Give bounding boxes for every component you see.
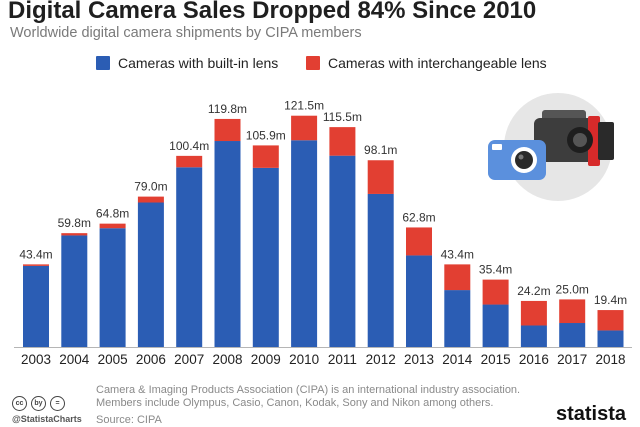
x-tick-label: 2006 (136, 352, 166, 367)
bar-built-in-lens (444, 290, 471, 347)
legend-label-interchangeable: Cameras with interchangeable lens (328, 55, 547, 71)
bar-interchangeable-lens (329, 127, 356, 156)
x-tick-label: 2017 (557, 352, 587, 367)
x-tick-label: 2018 (595, 352, 625, 367)
bar-built-in-lens (520, 325, 547, 347)
bar-interchangeable-lens (137, 196, 164, 203)
bar-interchangeable-lens (176, 155, 203, 168)
bar-built-in-lens (559, 323, 586, 347)
data-label-total: 25.0m (556, 282, 589, 296)
bar-interchangeable-lens (597, 310, 624, 331)
bar-interchangeable-lens (252, 145, 279, 168)
legend-swatch-built-in (96, 56, 110, 70)
data-label-total: 105.9m (246, 128, 286, 142)
data-label-total: 24.2m (517, 284, 550, 298)
bar-built-in-lens (176, 167, 203, 347)
x-tick-label: 2010 (289, 352, 319, 367)
data-label-total: 19.4m (594, 293, 627, 307)
bar-built-in-lens (61, 235, 88, 347)
x-tick-label: 2005 (98, 352, 128, 367)
x-tick-label: 2014 (442, 352, 473, 367)
data-label-total: 35.4m (479, 263, 512, 277)
x-tick-label: 2009 (251, 352, 281, 367)
bar-built-in-lens (406, 255, 432, 347)
attribution-icon: by (31, 396, 46, 411)
data-label-total: 43.4m (19, 247, 52, 261)
bar-built-in-lens (291, 140, 318, 347)
legend: Cameras with built-in lens Cameras with … (0, 55, 640, 75)
cc-icon: cc (12, 396, 27, 411)
x-tick-label: 2003 (21, 352, 51, 367)
bar-interchangeable-lens (520, 300, 547, 326)
data-label-total: 98.1m (364, 143, 397, 157)
x-tick-label: 2013 (404, 352, 434, 367)
bar-interchangeable-lens (367, 160, 394, 194)
bar-built-in-lens (214, 141, 241, 347)
source-label: Source: CIPA (96, 414, 162, 426)
bar-interchangeable-lens (444, 264, 471, 291)
footer-note: Camera & Imaging Products Association (C… (96, 384, 521, 409)
legend-item-built-in: Cameras with built-in lens (96, 55, 278, 71)
bar-interchangeable-lens (406, 227, 432, 256)
license-icons: cc by = (12, 396, 65, 411)
camera-illustration (488, 93, 614, 201)
legend-item-interchangeable: Cameras with interchangeable lens (306, 55, 547, 71)
dslr-camera-icon (534, 110, 614, 166)
data-label-total: 119.8m (208, 102, 247, 116)
x-tick-label: 2004 (59, 352, 90, 367)
data-label-total: 115.5m (323, 110, 362, 124)
data-label-total: 100.4m (169, 139, 209, 153)
brand-logo: statista (555, 403, 626, 425)
x-tick-label: 2015 (481, 352, 511, 367)
x-tick-label: 2011 (328, 352, 357, 367)
bar-built-in-lens (23, 265, 49, 347)
social-handle: @StatistaCharts (12, 414, 82, 424)
data-label-total: 43.4m (441, 247, 474, 261)
data-label-total: 64.8m (96, 207, 129, 221)
bar-interchangeable-lens (61, 233, 88, 236)
data-label-total: 62.8m (402, 210, 435, 224)
bar-built-in-lens (597, 330, 624, 347)
x-tick-label: 2012 (366, 352, 396, 367)
data-label-total: 79.0m (134, 180, 167, 194)
x-tick-label: 2008 (212, 352, 242, 367)
bar-built-in-lens (252, 167, 279, 347)
bar-interchangeable-lens (214, 118, 241, 142)
bar-interchangeable-lens (482, 279, 509, 305)
legend-label-built-in: Cameras with built-in lens (118, 55, 279, 71)
bar-built-in-lens (482, 304, 509, 347)
bar-built-in-lens (137, 202, 164, 347)
bar-built-in-lens (367, 193, 394, 347)
x-tick-label: 2016 (519, 352, 549, 367)
bar-built-in-lens (99, 228, 126, 347)
bar-interchangeable-lens (23, 264, 49, 266)
bar-interchangeable-lens (99, 223, 126, 229)
data-label-total: 121.5m (284, 99, 324, 113)
bar-built-in-lens (329, 155, 356, 347)
bar-interchangeable-lens (291, 115, 318, 141)
x-tick-label: 2007 (174, 352, 204, 367)
chart-title: Digital Camera Sales Dropped 84% Since 2… (8, 0, 537, 24)
no-derivatives-icon: = (50, 396, 65, 411)
legend-swatch-interchangeable (306, 56, 320, 70)
compact-camera-icon (488, 140, 546, 180)
bar-chart: 43.4m 2003 59.8m 2004 64.8m 2005 79.0m 2006 100.… (14, 99, 632, 367)
data-label-total: 59.8m (58, 216, 91, 230)
chart-subtitle: Worldwide digital camera shipments by CI… (10, 25, 362, 41)
bar-interchangeable-lens (559, 299, 586, 324)
